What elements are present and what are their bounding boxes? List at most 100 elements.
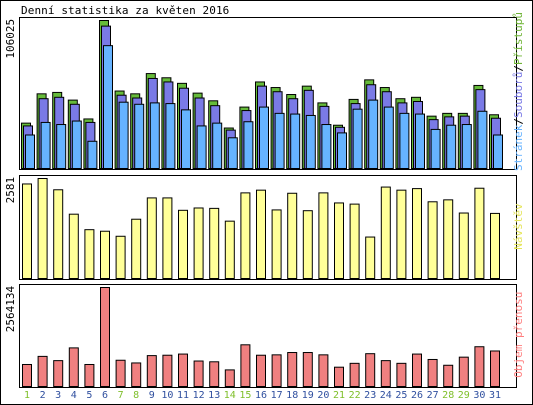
bar-hits-Stránek bbox=[71, 120, 82, 169]
panel-frame-hits bbox=[19, 17, 517, 170]
chart-title: Denní statistika za květen 2016 bbox=[21, 4, 230, 17]
bar-volume-Objem přenosu bbox=[84, 363, 95, 388]
day-label: 9 bbox=[149, 390, 155, 401]
bar-visits-Návštěv bbox=[240, 192, 251, 279]
bar-hits-Stránek bbox=[352, 108, 363, 169]
bar-hits-Stránek bbox=[446, 124, 457, 169]
day-label: 4 bbox=[71, 390, 77, 401]
bar-visits-Návštěv bbox=[68, 213, 79, 279]
bar-hits-Stránek bbox=[321, 124, 332, 169]
panel-frame-visits bbox=[19, 175, 517, 280]
day-label: 5 bbox=[86, 390, 92, 401]
bar-volume-Objem přenosu bbox=[115, 359, 126, 387]
day-label: 21 bbox=[333, 390, 345, 401]
bar-volume-Objem přenosu bbox=[412, 353, 422, 387]
side-label-part: / bbox=[512, 65, 525, 72]
day-label: 25 bbox=[395, 390, 407, 401]
bar-visits-Návštěv bbox=[178, 209, 188, 279]
bar-hits-Stránek bbox=[103, 45, 113, 169]
bar-volume-Objem přenosu bbox=[318, 354, 329, 387]
day-label: 28 bbox=[442, 390, 454, 401]
bar-hits-Stránek bbox=[305, 114, 316, 170]
bar-visits-Návštěv bbox=[84, 229, 95, 280]
day-label: 15 bbox=[239, 390, 251, 401]
bar-volume-Objem přenosu bbox=[193, 360, 204, 387]
day-label: 26 bbox=[411, 390, 423, 401]
panel-max-label-volume: 2564134 bbox=[4, 285, 17, 332]
bar-visits-Návštěv bbox=[256, 189, 266, 279]
bar-hits-Stránek bbox=[399, 112, 410, 169]
bar-volume-Objem přenosu bbox=[302, 352, 313, 388]
bar-visits-Návštěv bbox=[396, 189, 407, 279]
day-label: 30 bbox=[473, 390, 485, 401]
panel-frame-volume bbox=[19, 284, 517, 388]
side-label-part: Souborů bbox=[512, 72, 525, 118]
bar-volume-Objem přenosu bbox=[162, 354, 173, 388]
bar-visits-Návštěv bbox=[443, 199, 454, 279]
day-label: 19 bbox=[302, 390, 314, 401]
day-label: 10 bbox=[161, 390, 173, 401]
bar-volume-Objem přenosu bbox=[365, 353, 376, 388]
bar-volume-Objem přenosu bbox=[178, 353, 188, 387]
bar-hits-Stránek bbox=[165, 103, 176, 169]
bar-hits-Stránek bbox=[196, 125, 207, 169]
bar-hits-Stránek bbox=[181, 109, 191, 169]
bar-hits-Stránek bbox=[337, 132, 347, 169]
bar-visits-Návštěv bbox=[146, 197, 157, 280]
bar-visits-Návštěv bbox=[427, 201, 438, 280]
bar-hits-Stránek bbox=[134, 103, 145, 169]
bar-hits-Stránek bbox=[259, 106, 269, 169]
bar-hits-Stránek bbox=[368, 99, 379, 169]
bar-visits-Návštěv bbox=[365, 236, 376, 279]
day-label: 20 bbox=[317, 390, 329, 401]
day-label: 11 bbox=[177, 390, 189, 401]
day-label: 3 bbox=[55, 390, 61, 401]
day-label: 7 bbox=[118, 390, 124, 401]
bar-hits-Stránek bbox=[477, 110, 488, 169]
bar-visits-Návštěv bbox=[334, 202, 344, 279]
bar-volume-Objem přenosu bbox=[68, 347, 79, 387]
bar-hits-Stránek bbox=[493, 134, 503, 170]
day-label: 1 bbox=[24, 390, 30, 401]
bar-visits-Návštěv bbox=[287, 192, 298, 279]
bar-hits-Stránek bbox=[212, 122, 223, 169]
bar-visits-Návštěv bbox=[271, 209, 282, 280]
bar-visits-Návštěv bbox=[162, 197, 173, 280]
bar-hits-Stránek bbox=[56, 124, 67, 169]
bar-volume-Objem přenosu bbox=[22, 363, 32, 388]
day-label: 17 bbox=[271, 390, 283, 401]
day-label: 24 bbox=[380, 390, 392, 401]
bar-volume-Objem přenosu bbox=[396, 362, 407, 388]
bar-volume-Objem přenosu bbox=[224, 369, 235, 388]
bar-volume-Objem přenosu bbox=[100, 287, 110, 387]
bar-hits-Stránek bbox=[227, 137, 238, 170]
day-label: 13 bbox=[208, 390, 220, 401]
bar-hits-Stránek bbox=[149, 102, 160, 169]
bar-hits-Stránek bbox=[87, 140, 98, 169]
panel-side-label-hits: Stránek/Souborů/Přístupů bbox=[512, 12, 525, 171]
side-label-part: Stránek bbox=[512, 124, 525, 171]
bar-volume-Objem přenosu bbox=[458, 356, 469, 388]
bar-visits-Návštěv bbox=[193, 207, 204, 279]
side-label-part: Návštěv bbox=[512, 203, 525, 250]
side-label-part: Objem přenosu bbox=[512, 292, 525, 378]
bar-volume-Objem přenosu bbox=[240, 344, 251, 387]
day-label: 2 bbox=[40, 390, 46, 401]
bar-visits-Návštěv bbox=[131, 218, 142, 280]
bar-hits-Stránek bbox=[461, 124, 472, 169]
panel-side-label-volume: Objem přenosu bbox=[512, 292, 525, 378]
bar-visits-Návštěv bbox=[22, 183, 32, 279]
side-label-part: Přístupů bbox=[512, 12, 525, 65]
bar-volume-Objem přenosu bbox=[287, 352, 298, 388]
bar-hits-Stránek bbox=[25, 134, 35, 170]
bar-volume-Objem přenosu bbox=[256, 354, 266, 388]
bar-hits-Stránek bbox=[430, 128, 441, 169]
day-label: 22 bbox=[349, 390, 361, 401]
day-label: 23 bbox=[364, 390, 376, 401]
day-label: 6 bbox=[102, 390, 108, 401]
side-label-part: / bbox=[512, 118, 525, 125]
bar-visits-Návštěv bbox=[458, 212, 469, 279]
day-label: 16 bbox=[255, 390, 267, 401]
bar-visits-Návštěv bbox=[318, 192, 329, 279]
bar-volume-Objem přenosu bbox=[37, 355, 48, 388]
